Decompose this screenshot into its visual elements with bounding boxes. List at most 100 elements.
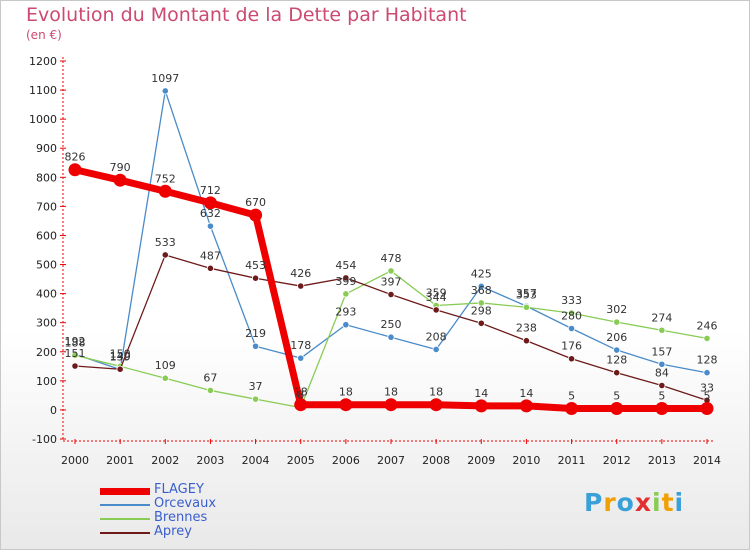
data-point-aprey [297,282,305,290]
data-label-orcevaux: 632 [200,207,221,220]
data-point-flagey [565,401,579,415]
data-label-aprey: 151 [65,347,86,360]
data-label-flagey: 826 [65,151,86,164]
data-point-aprey [658,381,666,390]
legend-label-aprey: Aprey [154,524,192,539]
data-point-orcevaux [297,354,305,362]
data-label-aprey: 533 [155,236,176,249]
data-point-flagey [294,398,308,412]
x-tick-label: 2002 [151,454,179,467]
data-point-flagey [610,401,624,415]
data-label-brennes: 8 [297,389,304,402]
data-point-flagey [429,398,443,412]
data-point-flagey [384,398,398,412]
y-tick-label: 500 [36,259,57,272]
data-point-aprey [432,306,440,314]
data-label-brennes: 274 [651,311,672,324]
data-label-flagey: 5 [658,389,665,402]
data-label-flagey: 18 [429,386,443,399]
data-label-aprey: 238 [516,322,537,335]
y-tick-label: -100 [32,433,57,446]
data-point-brennes [477,299,485,307]
y-tick-label: 1000 [29,113,57,126]
data-label-aprey: 140 [110,350,131,363]
data-point-flagey [339,398,353,412]
data-label-brennes: 109 [155,359,176,372]
data-label-orcevaux: 1097 [151,72,179,85]
data-point-aprey [251,274,260,282]
data-label-flagey: 18 [384,386,398,399]
data-point-flagey [700,401,714,415]
data-label-flagey: 18 [294,386,308,399]
legend-label-brennes: Brennes [154,510,208,525]
x-tick-label: 2014 [693,454,721,467]
data-point-brennes [703,334,711,342]
data-point-aprey [116,365,124,373]
legend-swatch-aprey [100,532,150,534]
data-label-aprey: 344 [426,291,447,304]
y-tick-label: 200 [36,346,57,359]
chart-subtitle: (en €) [26,28,62,42]
data-point-orcevaux [342,321,350,329]
data-point-aprey [161,251,169,259]
chart-title: Evolution du Montant de la Dette par Hab… [26,4,467,26]
data-label-aprey: 426 [290,267,311,280]
data-label-orcevaux: 157 [651,345,672,358]
data-label-flagey: 5 [704,389,711,402]
data-label-aprey: 84 [655,366,669,379]
data-label-aprey: 487 [200,249,221,262]
data-label-brennes: 359 [426,287,447,300]
y-tick-label: 300 [36,317,57,330]
data-label-aprey: 128 [606,354,627,367]
data-label-flagey: 752 [155,172,176,185]
data-label-aprey: 454 [335,259,356,272]
data-label-brennes: 333 [561,294,582,307]
data-point-brennes [658,326,666,334]
data-label-brennes: 246 [697,319,718,332]
data-label-flagey: 5 [568,389,575,402]
series-line-flagey [74,166,707,412]
x-tick-label: 2005 [287,454,315,467]
x-tick-label: 2006 [332,454,360,467]
y-tick-label: 400 [36,288,57,301]
data-point-aprey [477,319,485,327]
data-point-orcevaux [658,360,666,368]
data-label-orcevaux: 219 [245,327,266,340]
data-label-brennes: 368 [471,284,492,297]
data-point-brennes [206,386,215,395]
data-label-aprey: 453 [245,259,266,272]
data-point-aprey [387,290,395,299]
y-tick-label: 1100 [29,84,57,97]
x-tick-label: 2003 [196,454,224,467]
data-point-orcevaux [567,324,576,333]
legend-swatch-brennes [100,518,150,520]
data-label-orcevaux: 425 [471,267,492,280]
legend-label-orcevaux: Orcevaux [154,496,217,511]
data-label-orcevaux: 178 [290,339,311,352]
data-label-orcevaux: 206 [606,331,627,344]
data-label-aprey: 397 [381,275,402,288]
x-tick-label: 2010 [512,454,540,467]
proxiti-logo: Proxiti [584,488,685,517]
data-label-brennes: 302 [606,303,627,316]
data-label-flagey: 14 [474,387,488,400]
data-label-orcevaux: 208 [426,330,447,343]
data-label-orcevaux: 250 [381,318,402,331]
data-label-orcevaux: 192 [65,335,86,348]
data-label-flagey: 14 [519,387,533,400]
data-point-orcevaux [432,345,440,354]
x-tick-label: 2000 [61,454,89,467]
data-label-brennes: 150 [110,347,131,360]
data-point-brennes [71,351,79,359]
data-point-brennes [161,374,169,382]
data-point-flagey [474,399,488,413]
data-point-orcevaux [387,333,395,341]
data-point-aprey [342,274,350,282]
data-point-brennes [387,267,395,275]
x-tick-label: 2012 [603,454,631,467]
data-point-orcevaux [206,222,215,230]
data-label-flagey: 18 [339,386,353,399]
data-point-brennes [613,318,621,326]
data-point-aprey [613,369,621,377]
